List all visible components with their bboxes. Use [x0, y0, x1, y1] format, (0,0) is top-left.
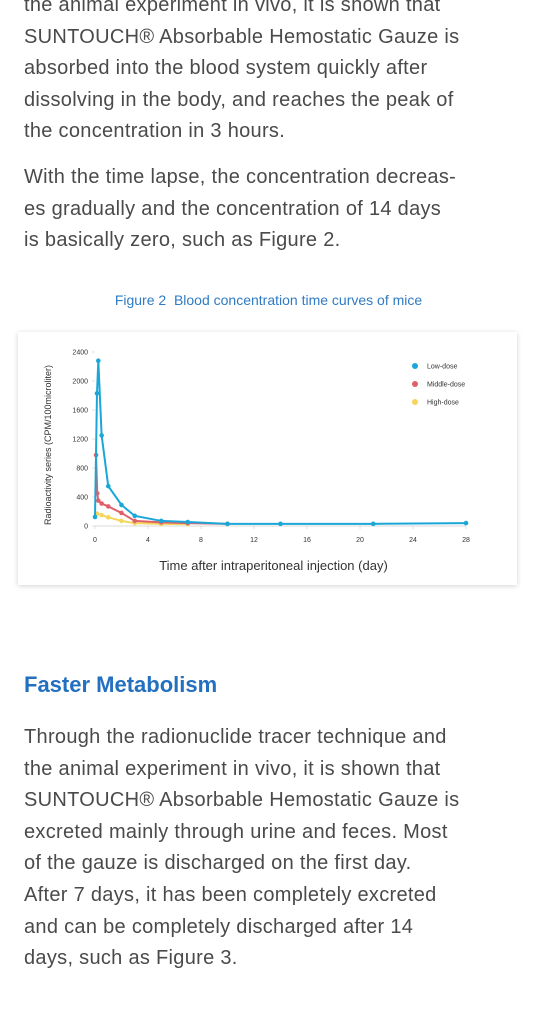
data-point — [105, 504, 111, 509]
x-tick-label: 24 — [409, 537, 417, 544]
data-point — [99, 512, 104, 518]
y-tick-label: 1200 — [72, 437, 88, 444]
legend-label: High-dose — [427, 400, 459, 407]
text-line: the animal experiment in vivo, it is sho… — [24, 757, 441, 780]
x-tick-label: 4 — [146, 537, 150, 544]
legend-marker — [412, 381, 418, 387]
y-tick-label: 1600 — [72, 408, 88, 415]
data-line — [95, 454, 228, 525]
data-point — [92, 514, 98, 520]
data-point — [119, 518, 124, 524]
chart: 0 400 800 1200 1600 2000 2400 0 4 8 12 16 20 24 28 Time… — [43, 350, 470, 574]
text-line: es gradually and the concentration of 14… — [24, 197, 442, 220]
data-point — [119, 502, 124, 508]
text-line: days, such as Figure 3. — [24, 947, 238, 970]
text-line: the concentration in 3 hours. — [24, 120, 286, 143]
y-tick-label: 400 — [76, 495, 88, 502]
text-line: the animal experiment in vivo, it is sho… — [24, 0, 441, 16]
text-line: excreted mainly through urine and feces.… — [24, 820, 448, 843]
data-point — [99, 501, 104, 506]
y-tick-label: 2000 — [72, 379, 88, 386]
x-tick-label: 8 — [199, 537, 203, 544]
data-point — [99, 433, 104, 438]
data-point — [105, 515, 111, 520]
legend-marker — [412, 363, 418, 369]
data-point — [94, 391, 100, 396]
text-line: Through the radionuclide tracer techniqu… — [24, 726, 447, 748]
legend-label: Low-dose — [427, 364, 457, 371]
data-line — [94, 360, 467, 525]
text-line: dissolving in the body, and reaches the … — [24, 88, 454, 111]
legend-marker — [412, 399, 418, 405]
y-tick-label: 0 — [84, 524, 88, 531]
data-point — [158, 518, 164, 524]
data-point — [132, 513, 138, 519]
data-point — [278, 521, 283, 527]
x-tick-label: 0 — [93, 537, 97, 544]
y-axis-label: Radioactivity series (CPM/100microliter) — [43, 365, 53, 525]
figure-caption: Figure 2 Blood concentration time curves… — [114, 292, 423, 308]
y-tick-label: 2400 — [72, 350, 88, 357]
x-tick-label: 12 — [250, 537, 258, 544]
y-tick-label: 800 — [76, 466, 88, 473]
text-line: After 7 days, it has been completely exc… — [24, 884, 437, 906]
x-tick-label: 28 — [462, 537, 470, 544]
data-point — [185, 519, 191, 525]
text-line: is basically zero, such as Figure 2. — [24, 229, 341, 252]
data-point — [132, 518, 138, 524]
data-point — [96, 498, 101, 503]
data-point — [105, 483, 111, 489]
text-line: of the gauze is discharged on the first … — [24, 852, 412, 875]
legend-label: Middle-dose — [427, 382, 465, 389]
text-line: SUNTOUCH® Absorbable Hemostatic Gauze is — [24, 25, 460, 48]
data-point — [225, 521, 230, 527]
data-point — [119, 510, 124, 516]
text-line: SUNTOUCH® Absorbable Hemostatic Gauze is — [24, 789, 460, 812]
text-line: With the time lapse, the concentration d… — [24, 166, 457, 188]
section-heading: Faster Metabolism — [24, 672, 218, 697]
text-line: absorbed into the blood system quickly a… — [24, 57, 428, 80]
data-point — [463, 520, 469, 526]
x-tick-label: 16 — [303, 537, 311, 544]
data-point — [96, 358, 101, 363]
text-line: and can be completely discharged after 1… — [24, 915, 414, 938]
chart-card: 0 400 800 1200 1600 2000 2400 0 4 8 12 16 20 24 28 Time… — [18, 332, 517, 585]
x-tick-label: 20 — [356, 537, 364, 544]
x-axis-label: Time after intraperitoneal injection (da… — [159, 558, 388, 573]
data-point — [370, 521, 376, 527]
